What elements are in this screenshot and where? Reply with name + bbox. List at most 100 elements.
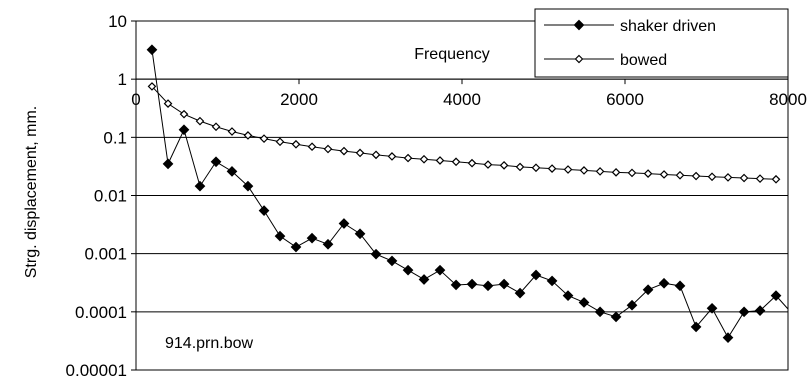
- data-point: [226, 166, 238, 177]
- data-point: [450, 279, 462, 291]
- data-point: [659, 170, 669, 179]
- data-point: [546, 275, 558, 287]
- data-point: [466, 278, 478, 290]
- data-point: [258, 205, 270, 216]
- x-tick-label: 8000: [769, 90, 807, 109]
- chart-annotation: 914.prn.bow: [165, 335, 254, 352]
- data-point: [339, 146, 349, 156]
- data-point: [514, 287, 526, 299]
- legend-box: [534, 8, 789, 78]
- series-layer: [146, 44, 789, 343]
- data-point: [355, 148, 365, 158]
- data-point: [435, 156, 445, 165]
- data-point: [643, 169, 653, 178]
- data-point: [227, 127, 237, 136]
- y-tick-label: 0.1: [103, 128, 127, 147]
- data-point: [594, 306, 606, 318]
- data-point: [195, 116, 205, 126]
- data-point: [627, 168, 637, 178]
- legend-label: shaker driven: [620, 18, 716, 35]
- data-point: [563, 165, 573, 174]
- x-tick-label: 6000: [606, 90, 644, 109]
- data-point: [723, 173, 733, 182]
- data-point: [467, 158, 477, 168]
- data-point: [595, 167, 605, 176]
- y-tick-label: 1: [118, 70, 127, 89]
- data-point: [739, 173, 749, 183]
- data-point: [675, 170, 685, 180]
- data-point: [338, 218, 350, 229]
- data-point: [722, 332, 734, 343]
- legend-swatch-marker: [574, 54, 584, 64]
- y-axis-ticks: 10 1 0.1 0.01 0.001 0.0001 0.00001: [66, 12, 136, 379]
- data-point: [707, 172, 717, 182]
- legend-swatch-marker: [573, 19, 585, 31]
- data-point: [531, 163, 541, 173]
- data-point: [402, 264, 414, 276]
- data-point: [307, 142, 317, 152]
- data-point: [738, 306, 750, 318]
- legend-label: bowed: [620, 52, 667, 69]
- data-point: [754, 305, 766, 316]
- data-point: [771, 174, 781, 184]
- data-point: [322, 238, 334, 250]
- data-point: [547, 164, 557, 173]
- series-line: [151, 86, 777, 180]
- data-point: [194, 180, 206, 192]
- data-point: [275, 137, 285, 147]
- data-point: [770, 290, 782, 301]
- data-point: [690, 321, 702, 333]
- data-point: [530, 269, 542, 281]
- data-point: [755, 174, 765, 183]
- data-point: [178, 124, 190, 136]
- data-point: [386, 255, 398, 267]
- y-tick-label: 0.001: [84, 245, 127, 264]
- data-point: [691, 171, 701, 181]
- data-point: [146, 44, 158, 56]
- data-point: [658, 277, 670, 289]
- series-0: [146, 44, 789, 343]
- data-point: [706, 302, 718, 314]
- data-point: [179, 109, 189, 119]
- data-point: [499, 160, 509, 170]
- data-point: [243, 131, 253, 140]
- legend: shaker driven bowed: [534, 8, 789, 78]
- data-point: [418, 274, 430, 285]
- data-point: [370, 248, 382, 260]
- data-point: [291, 139, 301, 149]
- data-point: [354, 228, 366, 240]
- data-point: [642, 284, 654, 296]
- data-point: [274, 230, 286, 242]
- data-point: [498, 278, 510, 290]
- y-axis-title: Strg. displacement, mm.: [23, 106, 40, 279]
- y-tick-label: 0.00001: [66, 361, 127, 379]
- data-point: [259, 134, 269, 143]
- data-point: [387, 152, 397, 161]
- data-point: [163, 99, 173, 108]
- data-point: [578, 297, 590, 308]
- data-point: [579, 166, 589, 175]
- data-point: [562, 290, 574, 301]
- data-point: [610, 311, 622, 323]
- data-point: [515, 162, 525, 172]
- data-point: [419, 154, 429, 164]
- data-point: [290, 241, 302, 253]
- data-point: [210, 156, 222, 168]
- data-point: [323, 144, 333, 154]
- x-axis-ticks: 0 2000 4000 6000 8000: [131, 79, 807, 109]
- data-point: [211, 122, 221, 132]
- data-point: [674, 280, 686, 292]
- data-point: [626, 299, 638, 311]
- data-point: [482, 280, 494, 292]
- x-tick-label: 0: [131, 90, 140, 109]
- series-1: [147, 82, 781, 184]
- y-tick-label: 0.0001: [75, 303, 127, 322]
- data-point: [611, 168, 621, 177]
- data-point: [306, 232, 318, 244]
- x-tick-label: 2000: [280, 90, 318, 109]
- data-point: [371, 150, 381, 160]
- data-point: [434, 264, 446, 276]
- x-tick-label: 4000: [443, 90, 481, 109]
- y-tick-label: 10: [108, 12, 127, 31]
